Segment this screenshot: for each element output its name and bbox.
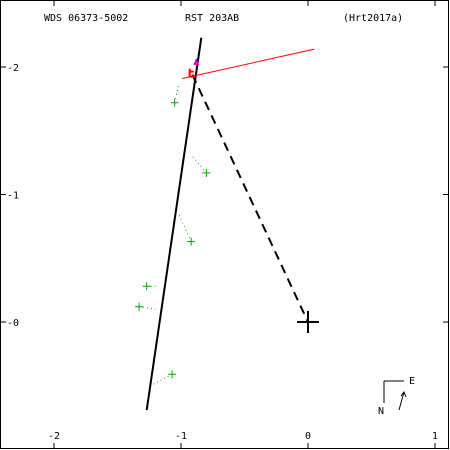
orbit-line <box>145 37 203 411</box>
discoverer-label: RST 203AB <box>185 13 239 24</box>
compass-north-label: N <box>378 406 384 417</box>
x-tick-label: -2 <box>48 431 60 442</box>
y-tick-label: -0 <box>7 318 19 329</box>
current-position-marker <box>188 68 196 78</box>
x-tick-label: 1 <box>432 431 438 442</box>
wds-id-label: WDS 06373-5002 <box>44 13 128 24</box>
observation-point <box>170 98 179 107</box>
compass: E N <box>378 376 415 417</box>
observation-point <box>187 237 196 246</box>
observation-point <box>142 282 151 291</box>
residual-line <box>178 213 192 242</box>
primary-star <box>297 311 319 333</box>
node-line <box>191 74 309 323</box>
residual-line <box>174 86 179 103</box>
periastron-tangent <box>182 48 315 79</box>
x-tick-label: -1 <box>175 431 187 442</box>
predicted-marker <box>193 57 200 65</box>
chart-marks <box>135 37 319 411</box>
x-tick-label: 0 <box>305 431 311 442</box>
residual-line <box>150 373 173 387</box>
compass-east-label: E <box>409 376 415 387</box>
orbit-ref-label: (Hrt2017a) <box>343 13 403 24</box>
y-tick-label: -2 <box>7 63 19 74</box>
observation-point <box>202 168 211 177</box>
y-tick-label: -1 <box>7 191 19 202</box>
residual-line <box>192 155 207 174</box>
observation-point <box>168 370 177 379</box>
motion-arrow-icon <box>398 390 407 411</box>
observation-point <box>135 302 144 311</box>
residual-line <box>139 306 156 310</box>
